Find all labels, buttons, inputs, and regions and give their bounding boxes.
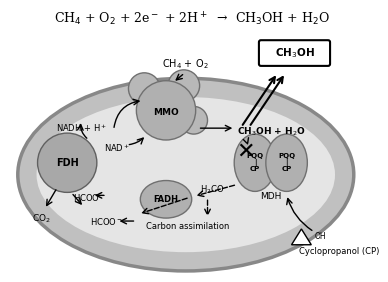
Text: FADH: FADH <box>154 195 178 204</box>
Ellipse shape <box>36 97 335 252</box>
Ellipse shape <box>140 180 192 218</box>
Text: HCOO$^-$: HCOO$^-$ <box>73 192 106 203</box>
Text: NAD$^+$: NAD$^+$ <box>104 142 130 154</box>
Ellipse shape <box>266 134 307 191</box>
Circle shape <box>128 73 160 104</box>
Circle shape <box>136 81 196 140</box>
Circle shape <box>168 70 199 102</box>
Text: OH: OH <box>314 232 326 241</box>
FancyBboxPatch shape <box>259 40 330 66</box>
Text: H$_2$CO: H$_2$CO <box>199 183 224 196</box>
Text: PQQ
|
CP: PQQ | CP <box>278 153 295 172</box>
Text: Cyclopropanol (CP): Cyclopropanol (CP) <box>299 247 379 256</box>
Text: PQQ
|
CP: PQQ | CP <box>246 153 263 172</box>
Text: MMO: MMO <box>153 108 179 117</box>
Circle shape <box>180 106 208 134</box>
Text: NADH + H$^+$: NADH + H$^+$ <box>55 122 107 134</box>
Text: FDH: FDH <box>56 158 79 168</box>
Text: CH$_3$OH: CH$_3$OH <box>275 46 314 60</box>
Text: Carbon assimilation: Carbon assimilation <box>146 222 229 232</box>
Text: CH$_4$ + O$_2$: CH$_4$ + O$_2$ <box>161 57 208 71</box>
Text: CH$_4$ + O$_2$ + 2e$^-$ + 2H$^+$  →  CH$_3$OH + H$_2$O: CH$_4$ + O$_2$ + 2e$^-$ + 2H$^+$ → CH$_3… <box>54 11 329 28</box>
Text: ✕: ✕ <box>236 142 255 162</box>
Circle shape <box>38 133 97 192</box>
Text: CH$_3$OH + H$_2$O: CH$_3$OH + H$_2$O <box>237 126 306 138</box>
Ellipse shape <box>234 134 276 191</box>
Text: MDH: MDH <box>260 192 281 201</box>
Text: HCOO$^-$: HCOO$^-$ <box>90 215 123 226</box>
Ellipse shape <box>18 78 354 271</box>
Polygon shape <box>291 229 311 245</box>
Text: CO$_2$: CO$_2$ <box>32 213 51 225</box>
